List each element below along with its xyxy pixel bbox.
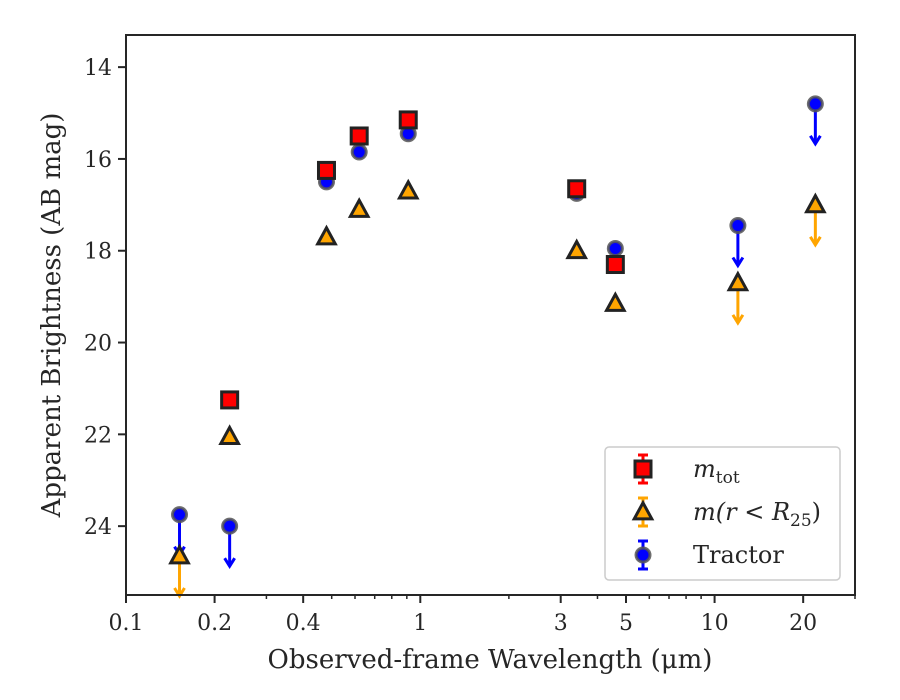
legend: mtot m(r < R25) Tractor: [604, 446, 841, 581]
x-tick-label-4: 3: [554, 611, 568, 636]
axes: 0.1 0.2 0.4 1 3 5 10 20 14 16 18 20 22 24: [84, 34, 856, 636]
triangle-point-5: [565, 238, 589, 260]
triangle-limit-arrow-7-head: [731, 314, 745, 326]
circle-point-1: [221, 517, 239, 535]
y-tick-label-2: 18: [84, 240, 112, 265]
y-tick-label-1: 16: [84, 148, 112, 173]
circle-point-0: [171, 506, 189, 524]
circle-point-7: [729, 216, 747, 234]
circle-point-6: [606, 239, 624, 257]
square-point-3: [398, 110, 418, 130]
axes-frame: [125, 34, 856, 596]
x-tick-label-5: 5: [619, 611, 633, 636]
square-point-1: [316, 160, 336, 180]
legend-marker-0: [633, 459, 653, 479]
triangle-point-1: [218, 424, 241, 446]
triangle-point-2: [315, 224, 338, 246]
circle-point-3: [350, 143, 368, 161]
square-point-2: [349, 126, 369, 146]
legend-label-1: m(r < R25): [693, 498, 821, 531]
triangle-point-7: [726, 270, 750, 292]
triangle-point-0: [168, 543, 191, 565]
square-point-0: [220, 390, 240, 410]
legend-marker-1: [631, 499, 655, 521]
x-tick-label-7: 20: [789, 611, 817, 636]
x-tick-label-1: 0.2: [197, 611, 232, 636]
circle-point-8: [806, 95, 824, 113]
square-point-4: [567, 179, 587, 199]
plot-area: [168, 95, 827, 599]
legend-box: [604, 446, 841, 581]
triangle-point-4: [396, 178, 420, 200]
square-point-5: [605, 255, 625, 275]
y-tick-label-3: 20: [84, 332, 112, 357]
x-tick-label-6: 10: [701, 611, 729, 636]
legend-label-0: mtot: [693, 455, 740, 488]
triangle-point-8: [804, 192, 827, 214]
y-axis-label: Apparent Brightness (AB mag): [37, 113, 67, 519]
circle-limit-arrow-7-head: [731, 256, 745, 269]
y-tick-label-5: 24: [84, 515, 112, 540]
x-tick-label-3: 1: [413, 611, 427, 636]
x-axis-label: Observed-frame Wavelength (μm): [268, 645, 713, 675]
triangle-point-6: [604, 291, 627, 312]
y-tick-label-4: 22: [84, 423, 112, 448]
x-tick-label-2: 0.4: [286, 611, 321, 636]
triangle-point-3: [347, 197, 371, 218]
legend-label-2: Tractor: [693, 541, 784, 569]
legend-marker-2: [634, 546, 652, 564]
x-tick-label-0: 0.1: [109, 611, 144, 636]
y-tick-label-0: 14: [84, 56, 112, 81]
circle-limit-arrow-8-head: [809, 135, 822, 147]
circle-limit-arrow-1-head: [223, 557, 236, 569]
triangle-limit-arrow-8-head: [809, 236, 822, 248]
